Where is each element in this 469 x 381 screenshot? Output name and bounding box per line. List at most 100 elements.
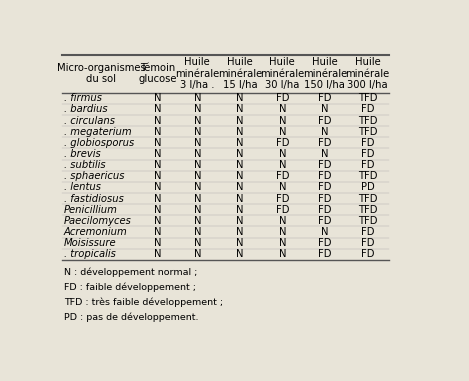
Text: FD: FD [318, 249, 332, 259]
Text: Huile
minérale
15 l/ha: Huile minérale 15 l/ha [218, 57, 262, 90]
Text: N: N [236, 238, 243, 248]
Text: FD: FD [276, 205, 289, 215]
Text: N: N [194, 126, 201, 137]
Text: . globiosporus: . globiosporus [64, 138, 134, 148]
Text: N: N [154, 126, 162, 137]
Text: N: N [236, 205, 243, 215]
Text: Moisissure: Moisissure [64, 238, 116, 248]
Text: N: N [154, 216, 162, 226]
Text: N: N [154, 171, 162, 181]
Text: Témoin
glucose: Témoin glucose [139, 63, 177, 84]
Text: N: N [154, 205, 162, 215]
Text: N: N [236, 126, 243, 137]
Text: N: N [321, 149, 329, 159]
Text: . brevis: . brevis [64, 149, 100, 159]
Text: PD: PD [361, 182, 374, 192]
Text: N: N [236, 194, 243, 203]
Text: TFD : très faible développement ;: TFD : très faible développement ; [64, 298, 223, 307]
Text: N: N [321, 227, 329, 237]
Text: . sphaericus: . sphaericus [64, 171, 124, 181]
Text: N: N [194, 115, 201, 125]
Text: N: N [154, 227, 162, 237]
Text: N: N [236, 104, 243, 114]
Text: N: N [194, 238, 201, 248]
Text: N: N [154, 138, 162, 148]
Text: N: N [194, 149, 201, 159]
Text: N: N [194, 182, 201, 192]
Text: N: N [279, 126, 286, 137]
Text: Penicillium: Penicillium [64, 205, 118, 215]
Text: N: N [236, 249, 243, 259]
Text: . firmus: . firmus [64, 93, 102, 103]
Text: N: N [194, 194, 201, 203]
Text: FD: FD [361, 149, 374, 159]
Text: FD: FD [318, 138, 332, 148]
Text: TFD: TFD [358, 115, 377, 125]
Text: Huile
minérale
150 l/ha: Huile minérale 150 l/ha [303, 57, 347, 90]
Text: FD: FD [318, 93, 332, 103]
Text: Acremonium: Acremonium [64, 227, 128, 237]
Text: Huile
minérale
300 l/ha: Huile minérale 300 l/ha [345, 57, 390, 90]
Text: N: N [194, 249, 201, 259]
Text: N: N [279, 115, 286, 125]
Text: N: N [236, 171, 243, 181]
Text: N: N [154, 160, 162, 170]
Text: Huile
minérale
3 l/ha .: Huile minérale 3 l/ha . [175, 57, 219, 90]
Text: FD: FD [361, 104, 374, 114]
Text: TFD: TFD [358, 205, 377, 215]
Text: TFD: TFD [358, 93, 377, 103]
Text: FD: FD [318, 205, 332, 215]
Text: N: N [236, 182, 243, 192]
Text: N: N [154, 93, 162, 103]
Text: N: N [154, 149, 162, 159]
Text: Paecilomyces: Paecilomyces [64, 216, 132, 226]
Text: . tropicalis: . tropicalis [64, 249, 115, 259]
Text: N: N [279, 160, 286, 170]
Text: N: N [194, 205, 201, 215]
Text: FD: FD [361, 160, 374, 170]
Text: . lentus: . lentus [64, 182, 101, 192]
Text: N: N [279, 227, 286, 237]
Text: N: N [279, 216, 286, 226]
Text: N: N [154, 182, 162, 192]
Text: N: N [236, 93, 243, 103]
Text: N : développement normal ;: N : développement normal ; [64, 267, 197, 277]
Text: TFD: TFD [358, 216, 377, 226]
Text: N: N [236, 115, 243, 125]
Text: N: N [279, 182, 286, 192]
Text: . bardius: . bardius [64, 104, 107, 114]
Text: N: N [194, 104, 201, 114]
Text: TFD: TFD [358, 171, 377, 181]
Text: . fastidiosus: . fastidiosus [64, 194, 124, 203]
Text: . megaterium: . megaterium [64, 126, 131, 137]
Text: FD: FD [318, 171, 332, 181]
Text: FD: FD [318, 182, 332, 192]
Text: N: N [154, 104, 162, 114]
Text: N: N [154, 194, 162, 203]
Text: N: N [236, 216, 243, 226]
Text: Huile
minérale
30 l/ha: Huile minérale 30 l/ha [260, 57, 304, 90]
Text: FD: FD [318, 115, 332, 125]
Text: FD: FD [361, 138, 374, 148]
Text: FD: FD [361, 249, 374, 259]
Text: N: N [321, 126, 329, 137]
Text: PD : pas de développement.: PD : pas de développement. [64, 313, 198, 322]
Text: N: N [154, 249, 162, 259]
Text: FD: FD [276, 171, 289, 181]
Text: FD: FD [318, 238, 332, 248]
Text: N: N [279, 149, 286, 159]
Text: FD: FD [276, 194, 289, 203]
Text: N: N [194, 227, 201, 237]
Text: FD: FD [318, 160, 332, 170]
Text: N: N [279, 238, 286, 248]
Text: N: N [279, 249, 286, 259]
Text: FD: FD [361, 238, 374, 248]
Text: FD: FD [318, 194, 332, 203]
Text: N: N [194, 138, 201, 148]
Text: TFD: TFD [358, 126, 377, 137]
Text: N: N [194, 93, 201, 103]
Text: N: N [236, 227, 243, 237]
Text: N: N [194, 171, 201, 181]
Text: FD: FD [276, 138, 289, 148]
Text: FD: FD [361, 227, 374, 237]
